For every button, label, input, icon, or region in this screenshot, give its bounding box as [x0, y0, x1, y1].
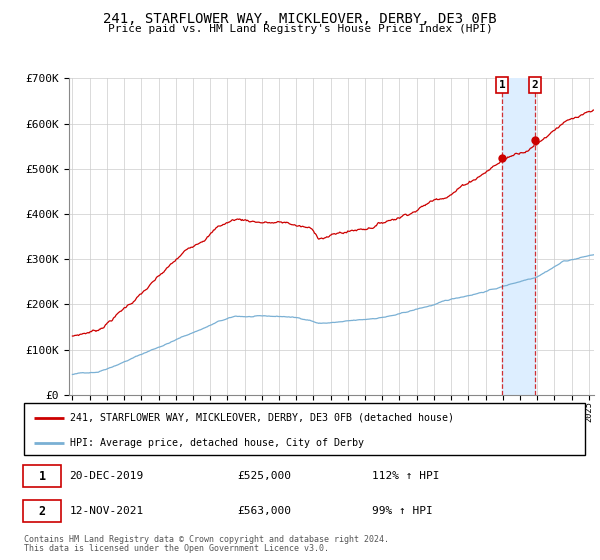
FancyBboxPatch shape: [23, 500, 61, 522]
Text: 2: 2: [532, 80, 538, 90]
Text: 2: 2: [38, 505, 46, 518]
Text: Price paid vs. HM Land Registry's House Price Index (HPI): Price paid vs. HM Land Registry's House …: [107, 24, 493, 34]
FancyBboxPatch shape: [23, 465, 61, 487]
Text: 12-NOV-2021: 12-NOV-2021: [70, 506, 143, 516]
Bar: [502, 78, 535, 395]
Text: Contains HM Land Registry data © Crown copyright and database right 2024.: Contains HM Land Registry data © Crown c…: [24, 535, 389, 544]
Text: 20-DEC-2019: 20-DEC-2019: [70, 472, 143, 481]
Text: HPI: Average price, detached house, City of Derby: HPI: Average price, detached house, City…: [70, 438, 364, 449]
Text: £563,000: £563,000: [237, 506, 291, 516]
Text: This data is licensed under the Open Government Licence v3.0.: This data is licensed under the Open Gov…: [24, 544, 329, 553]
Text: 241, STARFLOWER WAY, MICKLEOVER, DERBY, DE3 0FB (detached house): 241, STARFLOWER WAY, MICKLEOVER, DERBY, …: [70, 413, 454, 423]
Text: 1: 1: [38, 470, 46, 483]
Text: 241, STARFLOWER WAY, MICKLEOVER, DERBY, DE3 0FB: 241, STARFLOWER WAY, MICKLEOVER, DERBY, …: [103, 12, 497, 26]
Text: 99% ↑ HPI: 99% ↑ HPI: [372, 506, 433, 516]
Text: 1: 1: [499, 80, 506, 90]
Text: £525,000: £525,000: [237, 472, 291, 481]
Text: 112% ↑ HPI: 112% ↑ HPI: [372, 472, 439, 481]
FancyBboxPatch shape: [24, 403, 585, 455]
